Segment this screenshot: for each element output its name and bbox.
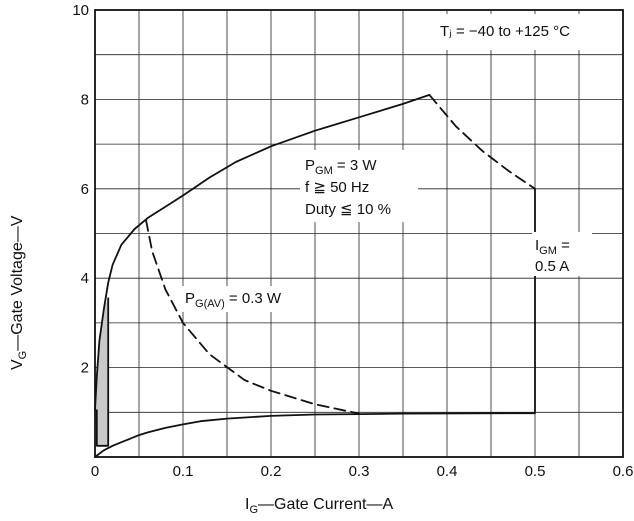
y-tick-label: 8: [81, 91, 89, 108]
pgm-annotation: PGM = 3 W: [305, 157, 377, 177]
series-lines: [94, 94, 536, 458]
dashed-series-line: [428, 94, 536, 190]
shaded-region: [95, 298, 109, 446]
igm-annotation: IGM =: [535, 237, 570, 257]
y-axis-label: VG—Gate Voltage—V: [9, 215, 29, 370]
y-tick-label: 6: [81, 181, 89, 198]
x-tick-label: 0.4: [437, 463, 458, 480]
x-tick-label: 0.6: [613, 463, 634, 480]
pgav-label-background: [180, 286, 306, 312]
solid-series-line: [96, 297, 110, 447]
x-tick-label: 0.3: [349, 463, 370, 480]
y-tick-label: 10: [72, 2, 89, 19]
duty-annotation: Duty ≦ 10 %: [305, 201, 391, 218]
y-tick-label: 2: [81, 360, 89, 377]
solid-series-line: [94, 94, 431, 412]
x-tick-label: 0.2: [261, 463, 282, 480]
plot-frame: [94, 9, 624, 458]
tj-annotation: Tⱼ = −40 to +125 °C: [440, 23, 570, 40]
x-tick-label: 0.1: [173, 463, 194, 480]
pgav-annotation: PG(AV) = 0.3 W: [185, 290, 282, 310]
x-tick-label: 0: [91, 463, 99, 480]
igm-label-background: [532, 232, 592, 276]
frequency-annotation: f ≧ 50 Hz: [305, 179, 369, 196]
solid-series-line: [94, 187, 536, 458]
y-tick-label: 4: [81, 270, 89, 287]
tj-label-background: [432, 14, 622, 50]
dashed-series-line: [145, 219, 360, 415]
shaded-gate-region: [95, 298, 109, 446]
tick-labels: 0 0.1 0.2 0.3 0.4 0.5 0.6 2 4 6 8 10: [72, 2, 633, 480]
igm-value-annotation: 0.5 A: [535, 258, 569, 275]
pgm-label-background: [300, 150, 418, 222]
x-tick-label: 0.5: [525, 463, 546, 480]
x-axis-label: IG—Gate Current—A: [245, 496, 394, 516]
